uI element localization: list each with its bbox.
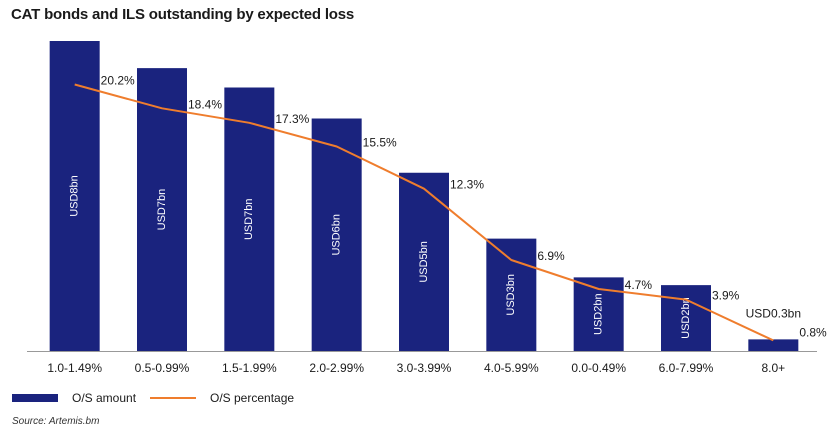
- line-label-4: 12.3%: [450, 178, 484, 192]
- source-note: Source: Artemis.bm: [12, 416, 100, 427]
- bars-group: [49, 41, 799, 351]
- bar-label-0: USD8bn: [69, 175, 81, 217]
- line-label-8: 0.8%: [799, 325, 827, 339]
- x-tick-label-4: 3.0-3.99%: [397, 361, 452, 375]
- legend-swatch-line: [150, 397, 196, 399]
- line-label-3: 15.5%: [363, 136, 397, 150]
- bar-3: [311, 118, 362, 351]
- legend-swatch-bar: [12, 394, 58, 402]
- bar-label-4: USD5bn: [418, 241, 430, 283]
- x-tick-label-5: 4.0-5.99%: [484, 361, 539, 375]
- bar-1: [137, 68, 187, 351]
- line-label-6: 4.7%: [625, 278, 653, 292]
- bar-5: [486, 238, 537, 351]
- legend-item-amount: O/S amount: [12, 391, 136, 405]
- bar-label-1: USD7bn: [156, 189, 168, 231]
- bar-label-2: USD7bn: [243, 198, 255, 240]
- line-label-0: 20.2%: [101, 74, 135, 88]
- x-tick-label-8: 8.0+: [761, 361, 785, 375]
- x-tick-label-6: 0.0-0.49%: [571, 361, 626, 375]
- x-tick-labels-group: 1.0-1.49% 0.5-0.99% 1.5-1.99% 2.0-2.99% 3.0-…: [47, 361, 785, 375]
- line-labels-group: 20.2% 18.4% 17.3% 15.5% 12.3% 6.9% 4.7% 3.9% 0.8…: [101, 74, 827, 340]
- bar-label-6: USD2bn: [593, 293, 605, 335]
- bar-8: [748, 339, 799, 351]
- line-label-1: 18.4%: [188, 97, 222, 111]
- bar-label-7: USD2bn: [680, 297, 692, 339]
- bar-label-5: USD3bn: [505, 274, 517, 316]
- x-tick-label-0: 1.0-1.49%: [47, 361, 102, 375]
- x-tick-label-3: 2.0-2.99%: [309, 361, 364, 375]
- line-label-7: 3.9%: [712, 289, 740, 303]
- line-group: [74, 83, 774, 342]
- bar-0: [49, 41, 100, 351]
- bar-label-3: USD6bn: [331, 214, 343, 256]
- x-tick-label-1: 0.5-0.99%: [135, 361, 190, 375]
- chart-title: CAT bonds and ILS outstanding by expecte…: [11, 6, 355, 23]
- bar-2: [224, 87, 275, 351]
- x-tick-label-7: 6.0-7.99%: [659, 361, 714, 375]
- legend-label-amount: O/S amount: [72, 391, 137, 405]
- bar-7: [661, 285, 711, 351]
- percentage-line: [74, 83, 774, 342]
- line-label-5: 6.9%: [537, 249, 565, 263]
- legend-item-percentage: O/S percentage: [150, 391, 294, 405]
- legend-label-percentage: O/S percentage: [210, 391, 295, 405]
- line-label-2: 17.3%: [275, 112, 309, 126]
- bar-labels-group: USD8bn USD7bn USD7bn USD6bn USD5bn USD3bn USD2…: [69, 175, 801, 339]
- bar-label-8: USD0.3bn: [746, 306, 801, 320]
- x-tick-label-2: 1.5-1.99%: [222, 361, 277, 375]
